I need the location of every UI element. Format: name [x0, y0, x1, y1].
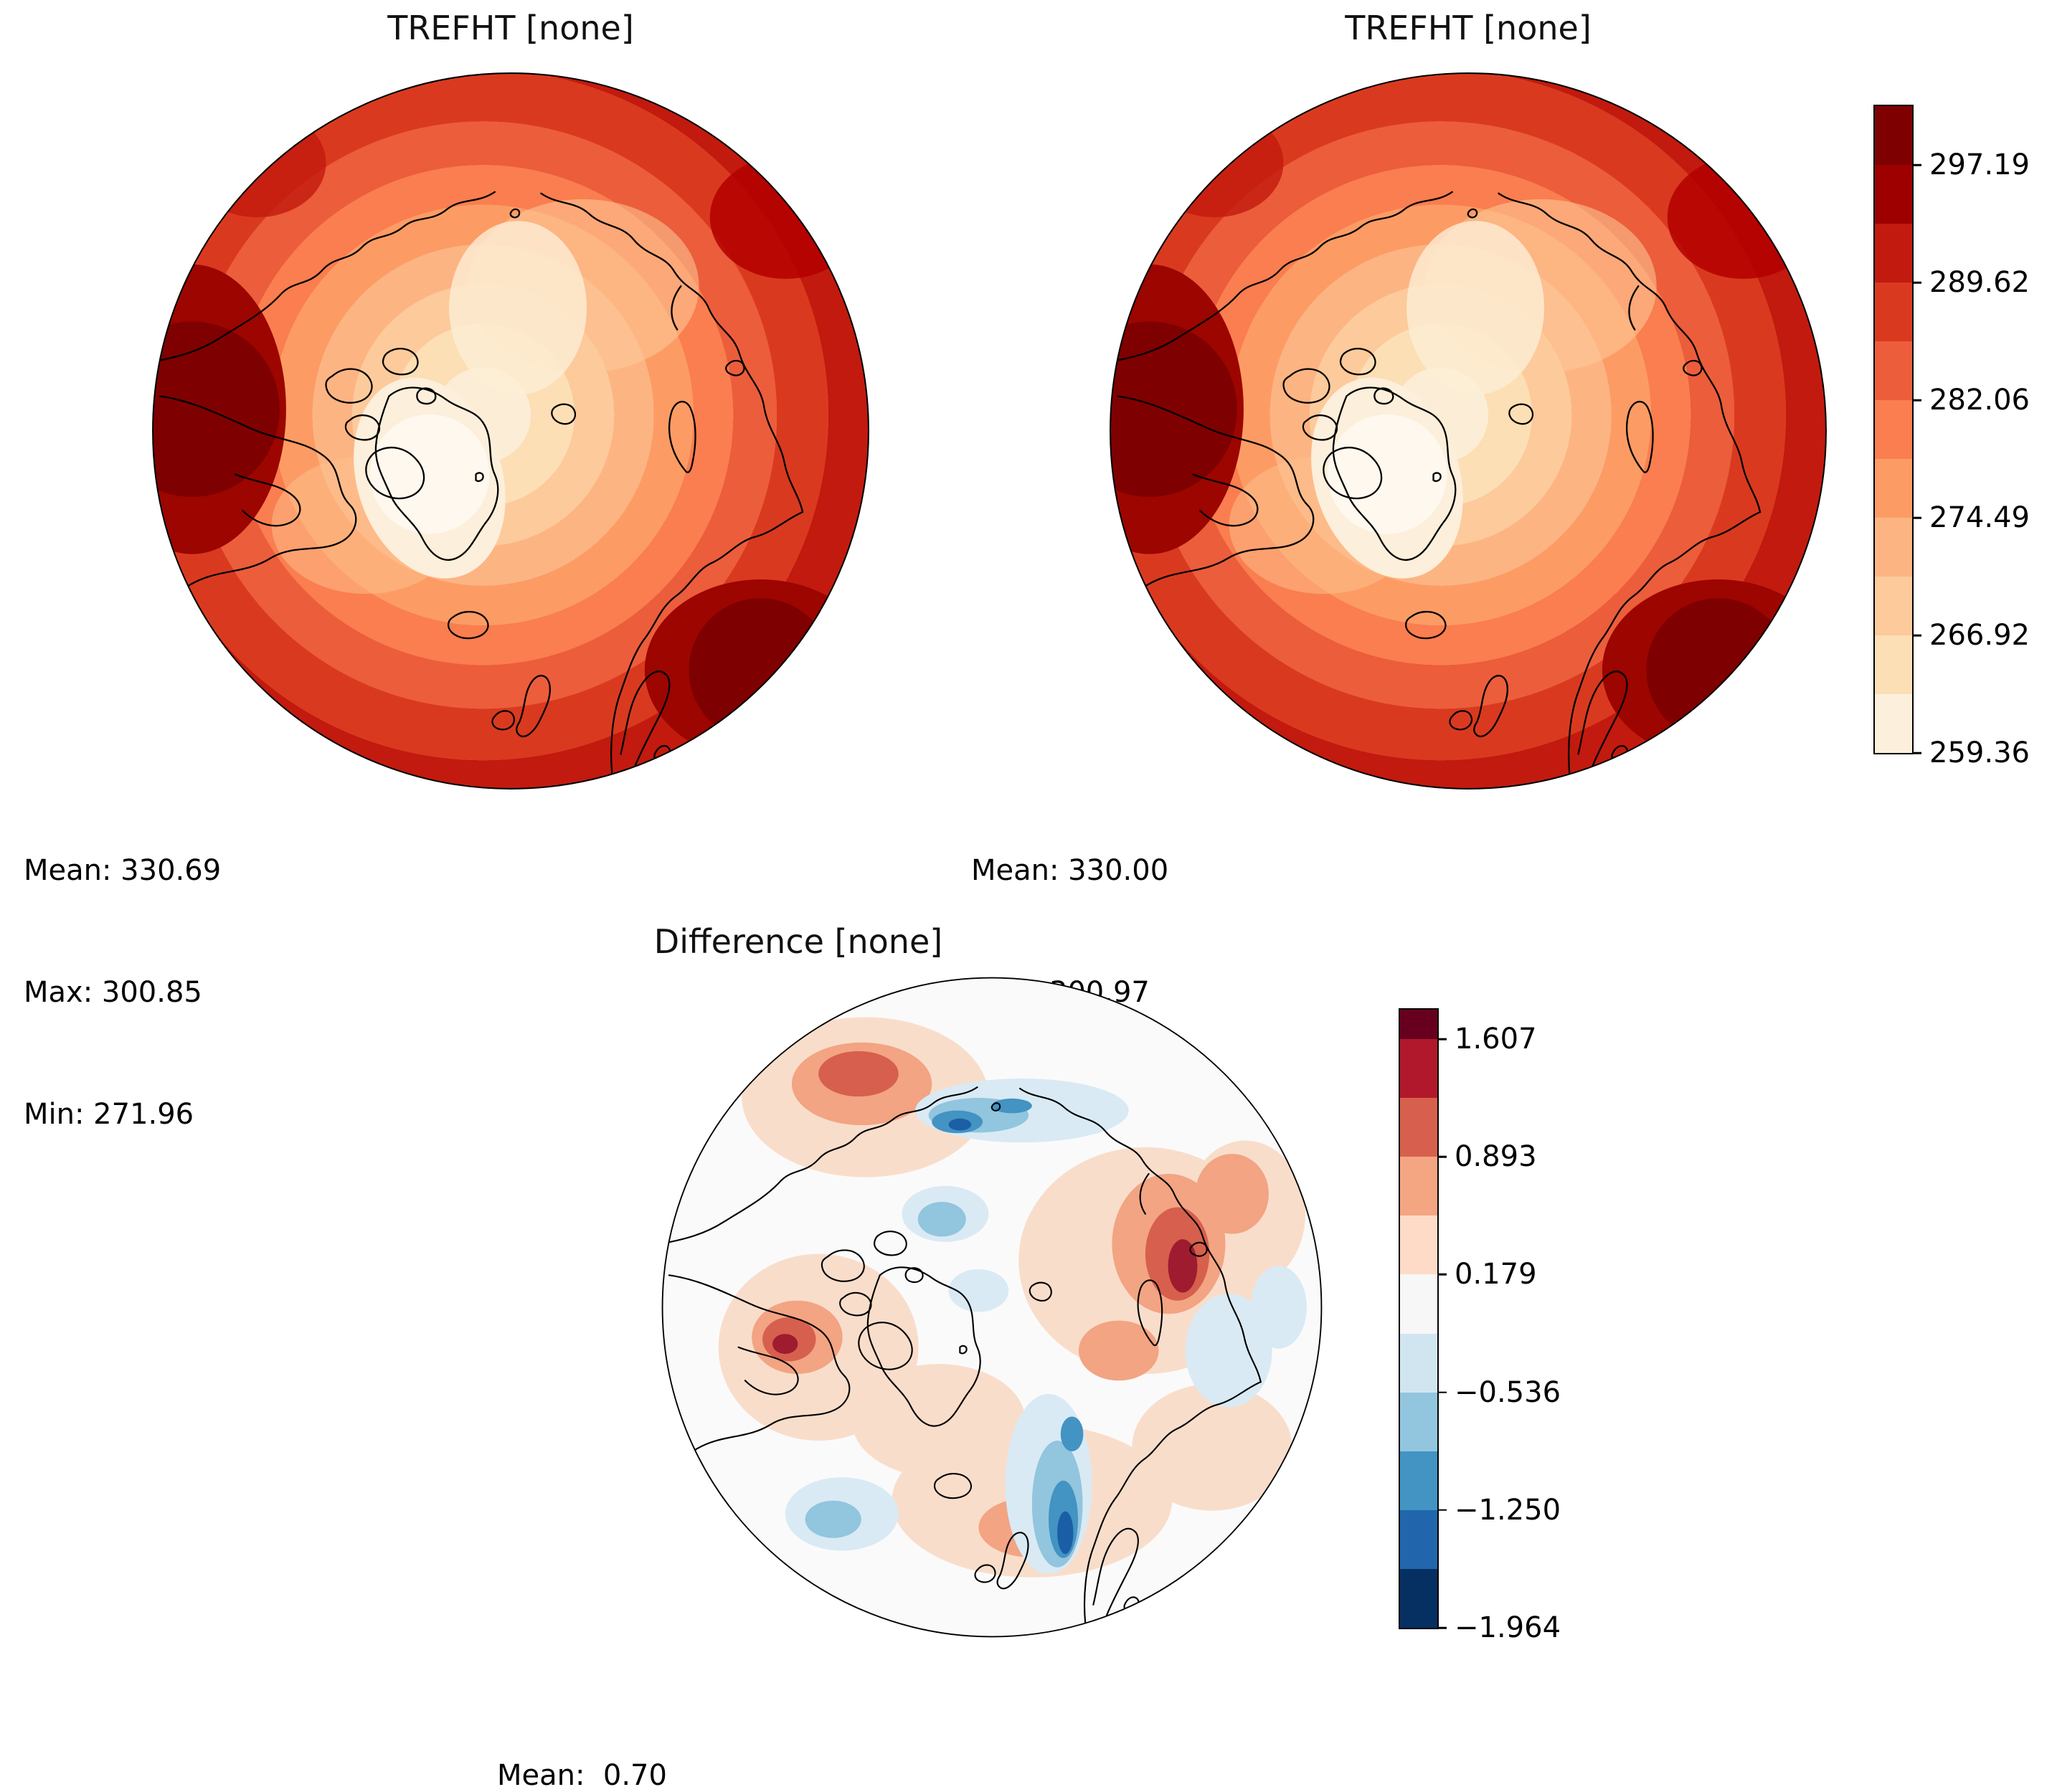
- colorbar-band: [1875, 518, 1912, 577]
- colorbar-band: [1400, 1509, 1437, 1569]
- panel2-title: TREFHT [none]: [1345, 9, 1592, 47]
- panel1-title: TREFHT [none]: [387, 9, 634, 47]
- colorbar-tick-label: 259.36: [1929, 736, 2030, 769]
- colorbar-band: [1400, 1392, 1437, 1451]
- colorbar-tick-label: 274.49: [1929, 501, 2030, 535]
- panel3-stats: Mean: 0.70 Max: 1.76 Min: -1.86: [497, 1674, 667, 1792]
- colorbar-tick: [1437, 1626, 1447, 1629]
- colorbar-tick-label: −1.250: [1455, 1493, 1561, 1527]
- colorbar-tick-label: −0.536: [1455, 1375, 1561, 1409]
- colorbar-band: [1400, 1274, 1437, 1334]
- temperature-colorbar: 297.19 289.62 282.06 274.49 266.92 259.36: [1873, 105, 2030, 769]
- colorbar-band: [1875, 577, 1912, 635]
- colorbar-band: [1400, 1010, 1437, 1040]
- colorbar-tick-label: 0.179: [1455, 1258, 1537, 1291]
- map-difference: [658, 974, 1325, 1641]
- colorbar-bands: [1400, 1010, 1437, 1628]
- map-model1-trefht: [148, 69, 873, 793]
- colorbar-bands: [1875, 106, 1912, 753]
- colorbar-band: [1875, 106, 1912, 165]
- colorbar-tick: [1437, 1391, 1447, 1393]
- colorbar-band: [1875, 341, 1912, 400]
- panel1-mean: Mean: 330.69: [24, 853, 222, 887]
- colorbar-band: [1400, 1215, 1437, 1275]
- colorbar-band: [1400, 1333, 1437, 1393]
- colorbar-tick-label: 0.893: [1455, 1140, 1537, 1174]
- colorbar-tick: [1912, 516, 1921, 519]
- panel1-max: Max: 300.85: [24, 975, 202, 1009]
- colorbar-tick: [1437, 1274, 1447, 1276]
- panel3-mean: Mean: 0.70: [497, 1758, 667, 1792]
- colorbar-tick: [1912, 752, 1921, 754]
- colorbar-band: [1400, 1039, 1437, 1099]
- colorbar-band: [1400, 1098, 1437, 1157]
- panel1-stats: Mean: 330.69 Max: 300.85 Min: 271.96: [24, 769, 221, 1217]
- colorbar-band: [1875, 283, 1912, 341]
- colorbar-tick: [1437, 1038, 1447, 1040]
- colorbar-tick: [1912, 399, 1921, 402]
- colorbar-tick-label: −1.964: [1455, 1611, 1561, 1644]
- colorbar-band: [1875, 635, 1912, 694]
- colorbar-band: [1400, 1451, 1437, 1510]
- colorbar-band: [1875, 224, 1912, 283]
- colorbar-band: [1875, 694, 1912, 753]
- colorbar-band: [1875, 400, 1912, 459]
- colorbar-band: [1875, 165, 1912, 224]
- colorbar-tick-label: 297.19: [1929, 148, 2030, 181]
- panel1-min: Min: 271.96: [24, 1098, 194, 1132]
- colorbar-tick: [1437, 1509, 1447, 1512]
- panel2-mean: Mean: 330.00: [971, 853, 1169, 887]
- colorbar-tick-label: 282.06: [1929, 383, 2030, 417]
- colorbar-tick: [1912, 163, 1921, 166]
- colorbar-tick: [1437, 1155, 1447, 1158]
- colorbar-band: [1400, 1568, 1437, 1628]
- colorbar-tick: [1912, 281, 1921, 284]
- colorbar-band: [1875, 459, 1912, 518]
- colorbar-tick: [1912, 634, 1921, 637]
- difference-colorbar: 1.607 0.893 0.179 −0.536 −1.250 −1.964: [1399, 1008, 1561, 1644]
- map-model2-trefht: [1106, 69, 1830, 793]
- colorbar-tick-label: 289.62: [1929, 265, 2030, 299]
- colorbar-tick-label: 1.607: [1455, 1023, 1537, 1056]
- colorbar-band: [1400, 1157, 1437, 1216]
- colorbar-tick-label: 266.92: [1929, 619, 2030, 653]
- panel3-title: Difference [none]: [653, 922, 943, 961]
